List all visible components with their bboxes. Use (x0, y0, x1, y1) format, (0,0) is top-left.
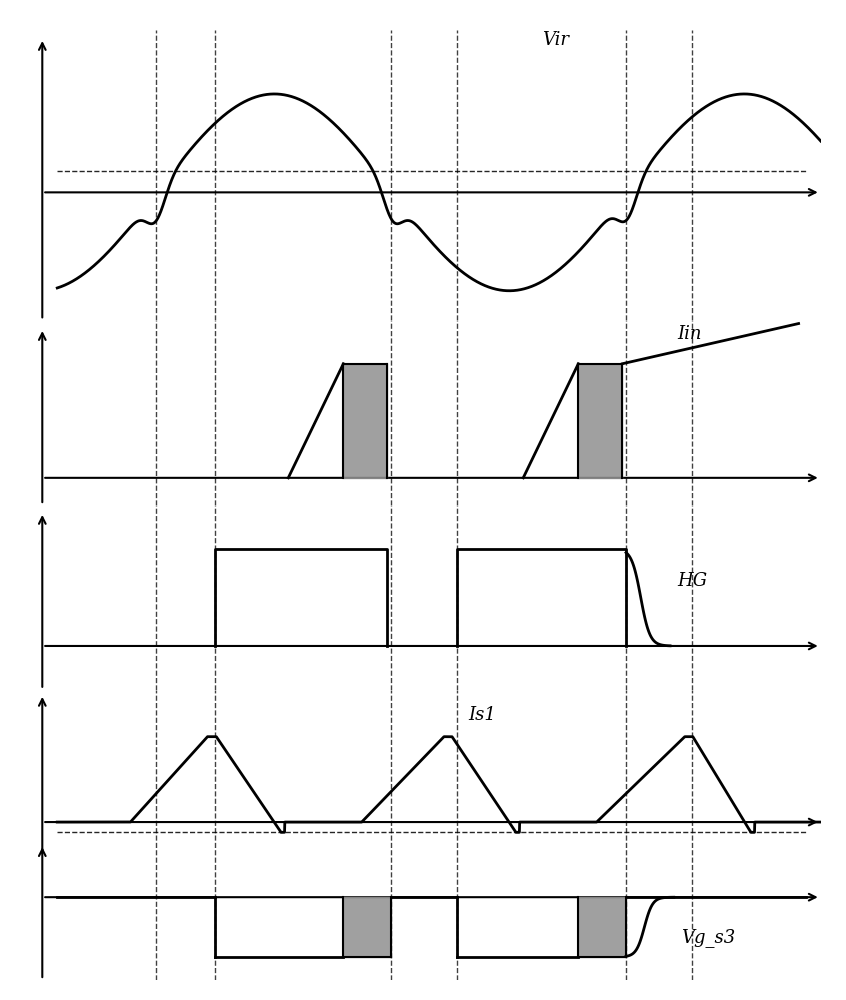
Text: Is1: Is1 (468, 706, 496, 724)
Bar (579, 897, 626, 957)
Bar (579, 364, 623, 478)
Text: Vir: Vir (541, 31, 569, 49)
Text: HG: HG (678, 572, 707, 590)
Text: Vg_s3: Vg_s3 (681, 928, 735, 947)
Bar (343, 364, 387, 478)
Text: Iin: Iin (678, 325, 702, 343)
Bar (343, 897, 391, 957)
